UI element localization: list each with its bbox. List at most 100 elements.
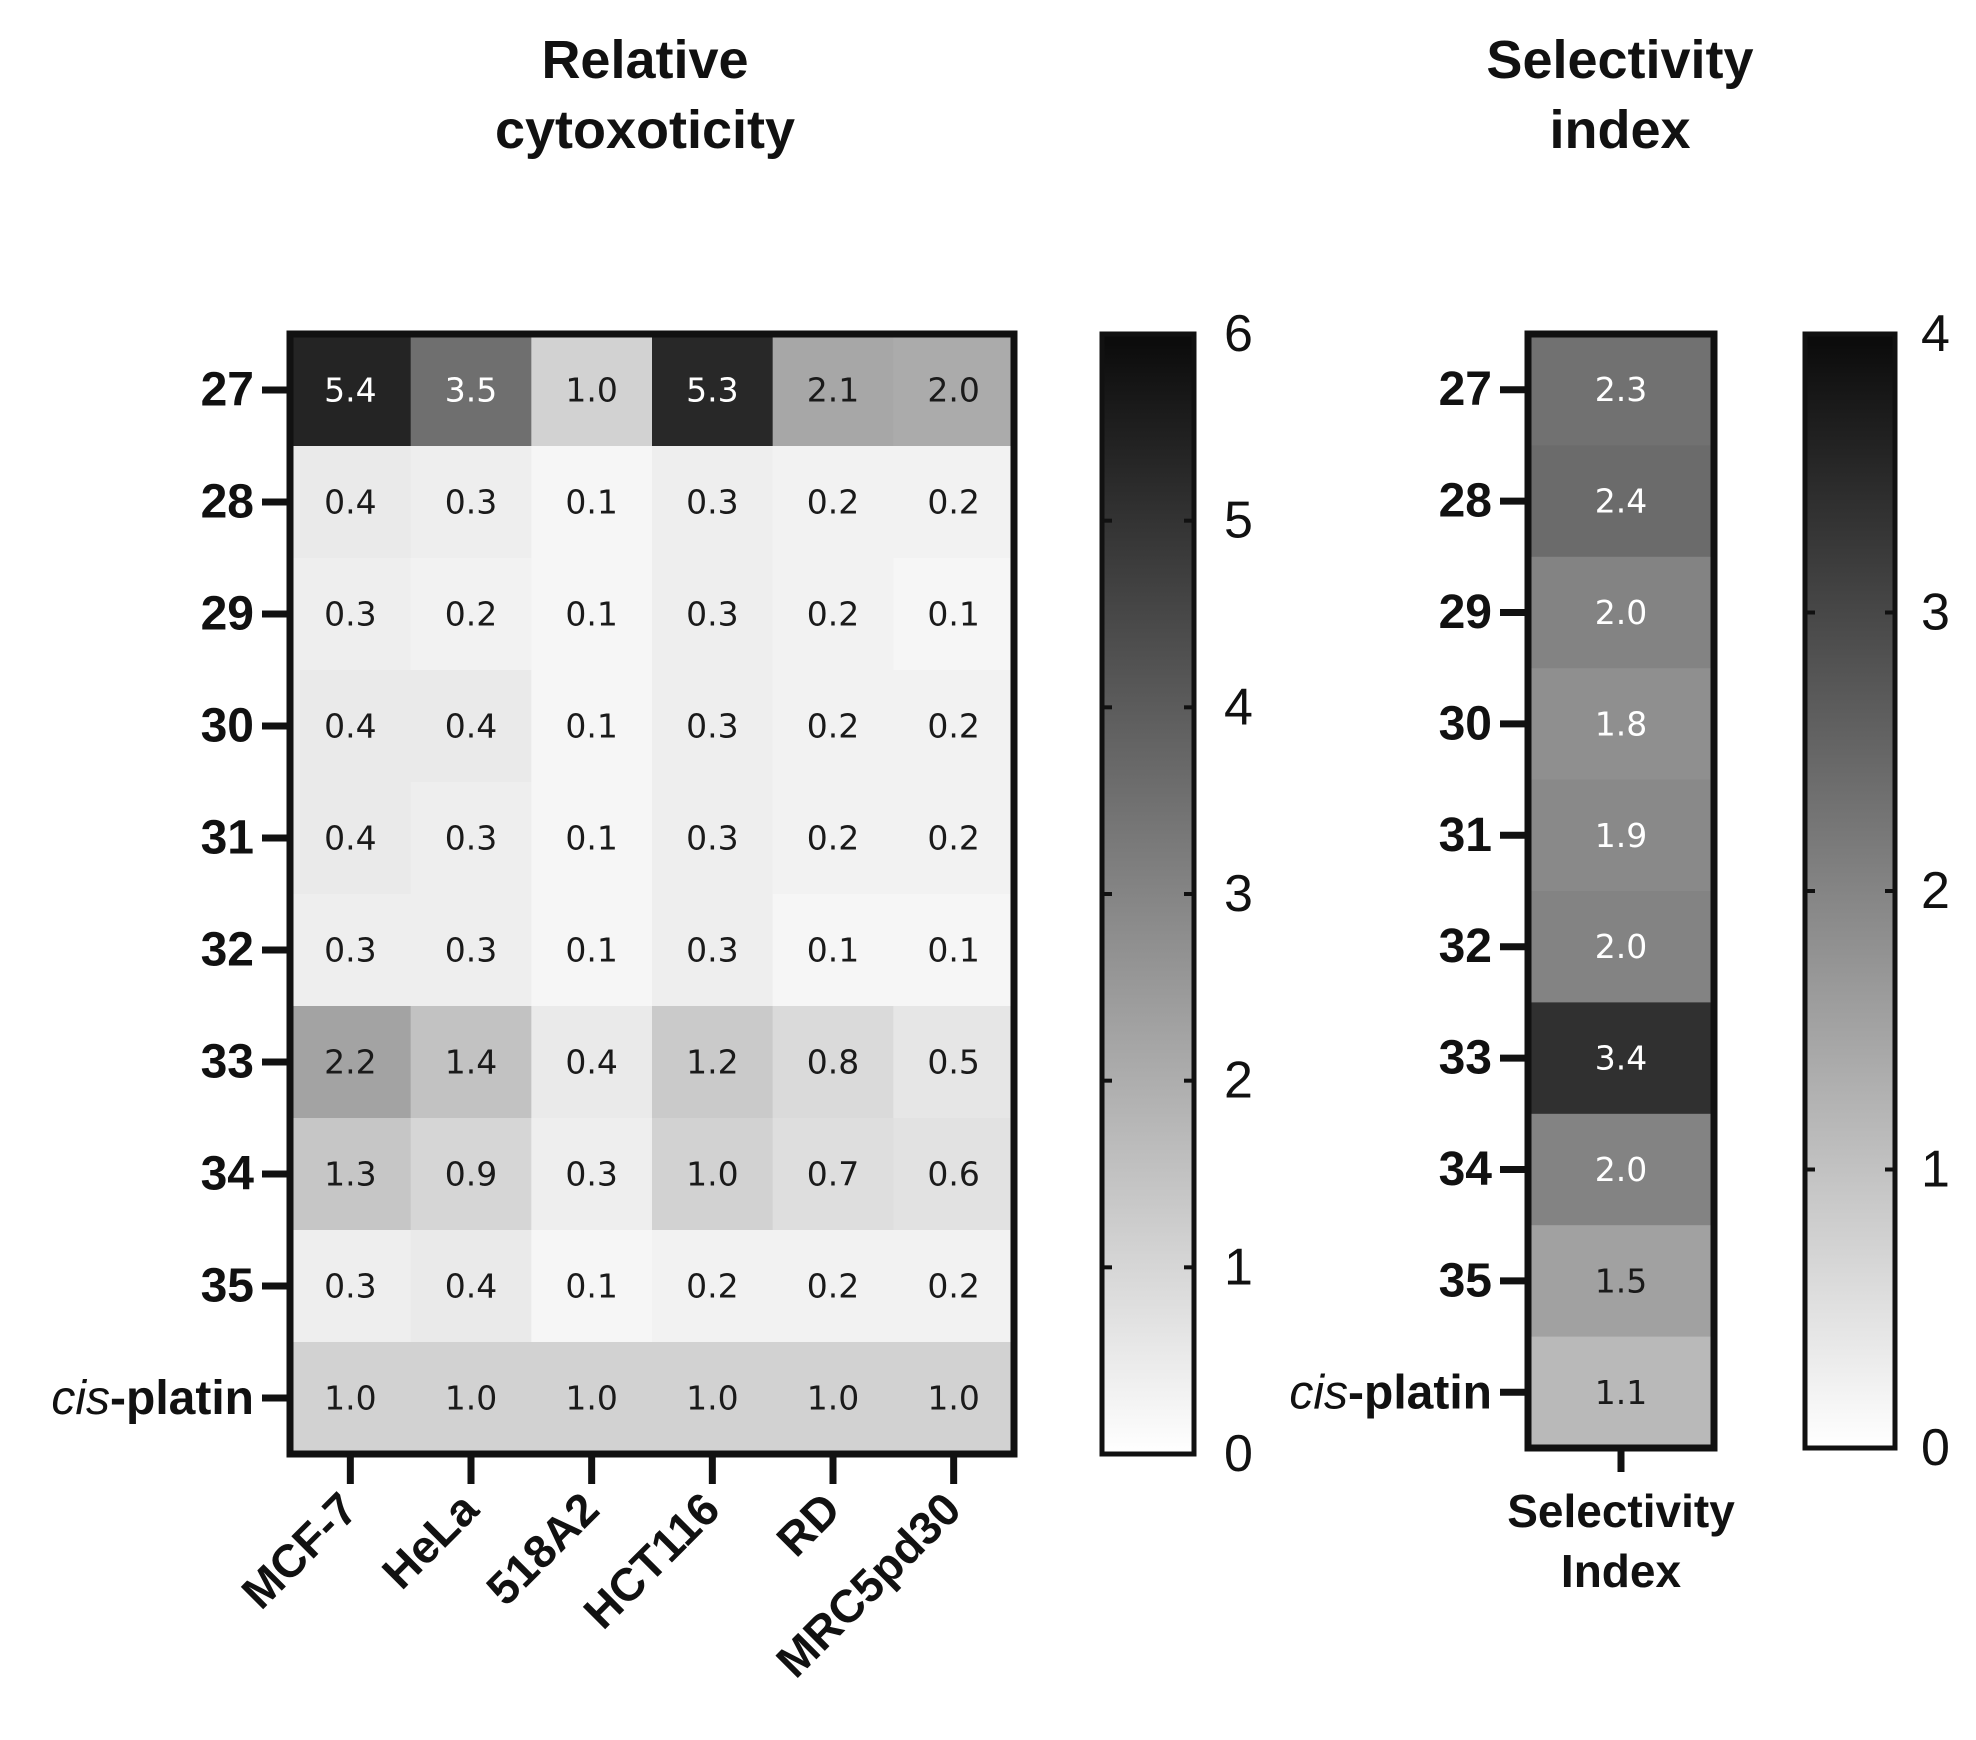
left-cell-label: 1.0 [324, 1379, 376, 1418]
left-cell [772, 670, 894, 783]
left-cell [772, 894, 894, 1007]
left-cell [290, 1006, 412, 1119]
left-cell [772, 334, 894, 447]
left-cell [531, 1342, 653, 1455]
left-cell-label: 1.0 [686, 1155, 738, 1194]
left-cell-label: 0.3 [445, 483, 497, 522]
left-cell [652, 558, 774, 671]
left-cell [652, 1230, 774, 1343]
left-cell-label: 0.3 [324, 931, 376, 970]
left-cell [652, 1006, 774, 1119]
left-cell [652, 446, 774, 559]
left-cell-label: 0.3 [686, 595, 738, 634]
left-cell [893, 334, 1015, 447]
left-cell-label: 0.4 [324, 483, 376, 522]
right-colorbar-label: 0 [1921, 1419, 1950, 1477]
left-cell-label: 0.1 [565, 483, 617, 522]
left-cell-label: 0.2 [927, 819, 979, 858]
right-cell-label: 1.8 [1595, 704, 1647, 743]
left-cell [652, 782, 774, 895]
left-cell [290, 446, 412, 559]
left-cell [290, 334, 412, 447]
left-cell-label: 0.1 [565, 1267, 617, 1306]
left-cell [652, 894, 774, 1007]
left-cell-label: 1.2 [686, 1043, 738, 1082]
left-cell [410, 670, 532, 783]
left-cell-label: 5.4 [324, 371, 376, 410]
left-cell-label: 0.7 [807, 1155, 859, 1194]
left-cell [290, 1342, 412, 1455]
left-cell [410, 334, 532, 447]
left-cell [290, 782, 412, 895]
right-title-line-2: index [1549, 100, 1690, 160]
left-cell-label: 0.2 [807, 1267, 859, 1306]
left-cell-label: 0.2 [445, 595, 497, 634]
left-cell [531, 670, 653, 783]
right-cell [1528, 1225, 1714, 1338]
left-cell-label: 0.4 [565, 1043, 617, 1082]
left-cell-label: 1.0 [445, 1379, 497, 1418]
left-cell-label: 0.1 [565, 931, 617, 970]
left-cell [410, 558, 532, 671]
left-cell-label: 1.4 [445, 1043, 497, 1082]
left-row-label: 27 [201, 364, 254, 417]
left-cell-label: 0.2 [807, 707, 859, 746]
left-colorbar-label: 4 [1224, 678, 1253, 736]
left-cell-label: 1.0 [807, 1379, 859, 1418]
left-heatmap-frame [286, 330, 1018, 1458]
right-colorbar-label: 2 [1921, 862, 1950, 920]
left-cell-label: 5.3 [686, 371, 738, 410]
left-cell-label: 1.0 [927, 1379, 979, 1418]
right-cell-label: 1.1 [1595, 1373, 1647, 1412]
left-cell-label: 0.1 [565, 595, 617, 634]
left-cell [410, 1006, 532, 1119]
left-row-label: cis-platin [51, 1372, 254, 1425]
right-cell-label: 1.5 [1595, 1261, 1647, 1300]
left-cell [410, 1342, 532, 1455]
right-cell [1528, 556, 1714, 669]
right-cell [1528, 891, 1714, 1003]
right-column-label-line-1: Selectivity [1507, 1485, 1735, 1537]
left-column-label: HeLa [372, 1482, 489, 1599]
left-cell-label: 3.5 [445, 371, 497, 410]
right-row-label: 29 [1439, 586, 1492, 639]
right-column-label-line-2: Index [1561, 1545, 1682, 1597]
left-cell [893, 1006, 1015, 1119]
left-colorbar-label: 1 [1224, 1238, 1253, 1296]
right-row-label: 31 [1439, 809, 1492, 862]
left-cell-label: 0.3 [686, 931, 738, 970]
left-cell [531, 1230, 653, 1343]
left-cell-label: 0.1 [565, 707, 617, 746]
left-cell-label: 0.3 [445, 819, 497, 858]
right-cell [1528, 1336, 1714, 1449]
right-row-label: cis-platin [1289, 1366, 1492, 1419]
right-row-axis: 27 28 29 30 31 32 33 34 35 cis-platin [1289, 363, 1528, 1419]
right-colorbar-label: 1 [1921, 1141, 1950, 1199]
left-cell [531, 1118, 653, 1231]
left-heatmap-cells: 5.4 3.5 1.0 5.3 2.1 2.0 0.4 0.3 0.1 0.3 0.2 0.2 0.3 0… [290, 334, 1015, 1455]
left-cell-label: 0.1 [565, 819, 617, 858]
left-cell [531, 1006, 653, 1119]
left-cell [290, 558, 412, 671]
left-cell-label: 1.0 [565, 371, 617, 410]
right-cell [1528, 668, 1714, 781]
left-cell [652, 334, 774, 447]
left-cell-label: 0.3 [686, 819, 738, 858]
left-cell-label: 0.2 [927, 707, 979, 746]
right-cell [1528, 334, 1714, 446]
right-colorbar-label: 4 [1921, 305, 1950, 363]
right-cell-label: 3.4 [1595, 1039, 1647, 1078]
left-cell-label: 0.4 [324, 707, 376, 746]
left-cell-label: 1.3 [324, 1155, 376, 1194]
left-cell [893, 558, 1015, 671]
right-cell [1528, 1002, 1714, 1115]
left-cell-label: 0.2 [686, 1267, 738, 1306]
left-row-label: 33 [201, 1036, 254, 1089]
right-cell-label: 2.0 [1595, 1150, 1647, 1189]
left-row-label: 31 [201, 812, 254, 865]
right-row-label: 30 [1439, 697, 1492, 750]
left-cell [772, 1342, 894, 1455]
left-cell [893, 894, 1015, 1007]
